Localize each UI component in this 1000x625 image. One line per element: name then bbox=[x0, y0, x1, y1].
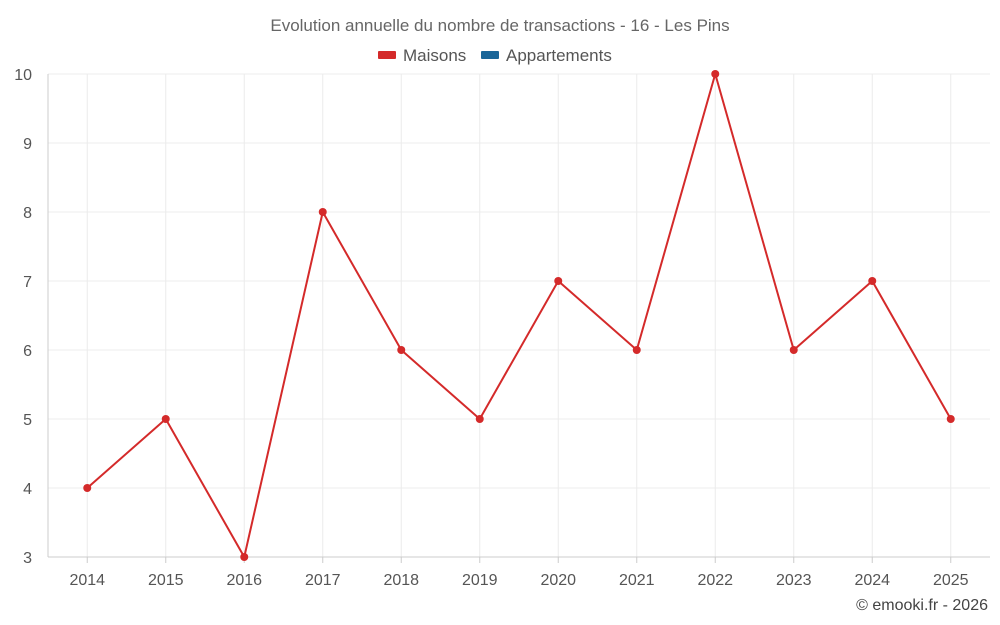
y-tick-label: 8 bbox=[23, 205, 32, 222]
x-tick-label: 2022 bbox=[697, 572, 733, 589]
data-point-2020[interactable] bbox=[554, 277, 563, 285]
data-point-2014[interactable] bbox=[83, 484, 92, 492]
x-tick-label: 2020 bbox=[540, 572, 576, 589]
y-tick-label: 6 bbox=[23, 343, 32, 360]
legend-label-maisons[interactable]: Maisons bbox=[403, 46, 466, 65]
data-point-2021[interactable] bbox=[632, 346, 641, 354]
x-tick-label: 2023 bbox=[776, 572, 812, 589]
legend-swatch-maisons bbox=[378, 51, 396, 59]
data-point-2017[interactable] bbox=[318, 208, 327, 216]
series-line-maisons bbox=[86, 73, 952, 558]
data-point-2018[interactable] bbox=[397, 346, 406, 354]
data-point-2022[interactable] bbox=[711, 70, 720, 78]
x-tick-label: 2016 bbox=[226, 572, 262, 589]
x-tick-label: 2021 bbox=[619, 572, 655, 589]
grid bbox=[47, 73, 990, 558]
legend-swatch-appartements bbox=[481, 51, 499, 59]
credit-text: © emooki.fr - 2026 bbox=[856, 597, 988, 614]
legend: Maisons Appartements bbox=[378, 46, 612, 65]
data-point-2015[interactable] bbox=[161, 415, 170, 423]
x-tick-label: 2024 bbox=[854, 572, 890, 589]
x-axis-ticks: 2014 2015 2016 2017 2018 2019 2020 2021 2022 2023… bbox=[69, 557, 969, 589]
data-point-2016[interactable] bbox=[240, 553, 249, 561]
data-point-2024[interactable] bbox=[868, 277, 877, 285]
y-tick-label: 9 bbox=[23, 136, 32, 153]
legend-label-appartements[interactable]: Appartements bbox=[506, 46, 612, 65]
data-point-2025[interactable] bbox=[946, 415, 955, 423]
y-tick-label: 5 bbox=[23, 412, 32, 429]
data-point-2019[interactable] bbox=[475, 415, 484, 423]
x-tick-label: 2017 bbox=[305, 572, 341, 589]
x-tick-label: 2019 bbox=[462, 572, 498, 589]
y-tick-label: 7 bbox=[23, 274, 32, 291]
x-tick-label: 2018 bbox=[383, 572, 419, 589]
x-tick-label: 2014 bbox=[69, 572, 105, 589]
chart-title: Evolution annuelle du nombre de transact… bbox=[270, 16, 729, 35]
y-tick-label: 3 bbox=[23, 550, 32, 567]
data-point-2023[interactable] bbox=[789, 346, 798, 354]
series-maisons bbox=[83, 70, 955, 561]
y-tick-label: 10 bbox=[14, 67, 32, 84]
y-tick-label: 4 bbox=[23, 481, 32, 498]
x-tick-label: 2015 bbox=[148, 572, 184, 589]
y-axis-ticks: 3 4 5 6 7 8 9 10 bbox=[14, 67, 32, 567]
x-tick-label: 2025 bbox=[933, 572, 969, 589]
